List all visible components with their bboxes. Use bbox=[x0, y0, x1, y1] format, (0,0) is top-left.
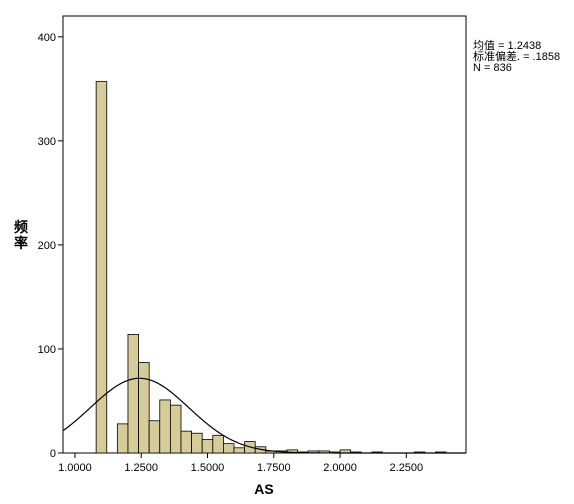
histogram-bar-2 bbox=[127, 333, 139, 454]
stat-std: 标准偏差. = .1858 bbox=[473, 49, 560, 63]
histogram-bar-6 bbox=[169, 404, 182, 454]
plot-area bbox=[62, 15, 467, 454]
y-tick-label: 100 bbox=[38, 344, 56, 356]
y-tick-label: 200 bbox=[38, 240, 56, 252]
x-tick-label: 1.0000 bbox=[58, 462, 92, 474]
histogram-bar-9 bbox=[201, 439, 214, 454]
y-axis-label-char-1: 频 bbox=[14, 219, 28, 236]
stat-mean: 均值 = 1.2438 bbox=[473, 39, 541, 52]
y-axis: 0 100 200 300 400 bbox=[38, 32, 63, 460]
histogram-bar-11 bbox=[222, 443, 235, 454]
x-tick-label: 1.5000 bbox=[191, 462, 225, 474]
y-tick-label: 300 bbox=[38, 136, 56, 148]
histogram-bar-1 bbox=[116, 423, 129, 454]
histogram-bar-4 bbox=[148, 420, 161, 454]
y-tick-label: 400 bbox=[38, 32, 56, 44]
y-tick-label: 0 bbox=[50, 448, 56, 460]
histogram-bar-5 bbox=[159, 399, 171, 454]
stat-n: N = 836 bbox=[473, 62, 512, 74]
histogram-bar-10 bbox=[212, 434, 224, 454]
histogram-bar-12 bbox=[233, 447, 246, 454]
x-axis-label: AS bbox=[254, 481, 273, 497]
histogram-bar-8 bbox=[191, 432, 203, 454]
histogram-bar-0 bbox=[95, 81, 108, 454]
histogram-bar-3 bbox=[138, 362, 150, 454]
x-tick-label: 2.2500 bbox=[390, 462, 424, 474]
normal-curve bbox=[62, 377, 466, 454]
x-tick-label: 1.2500 bbox=[124, 462, 158, 474]
x-tick-label: 1.7500 bbox=[257, 462, 291, 474]
x-tick-label: 2.0000 bbox=[323, 462, 357, 474]
x-axis: 1.0000 1.2500 1.5000 1.7500 2.0000 2.2500 bbox=[58, 453, 423, 474]
y-axis-label-char-2: 率 bbox=[14, 235, 28, 252]
histogram-bar-7 bbox=[180, 430, 192, 454]
histogram-bar-17 bbox=[286, 449, 299, 454]
